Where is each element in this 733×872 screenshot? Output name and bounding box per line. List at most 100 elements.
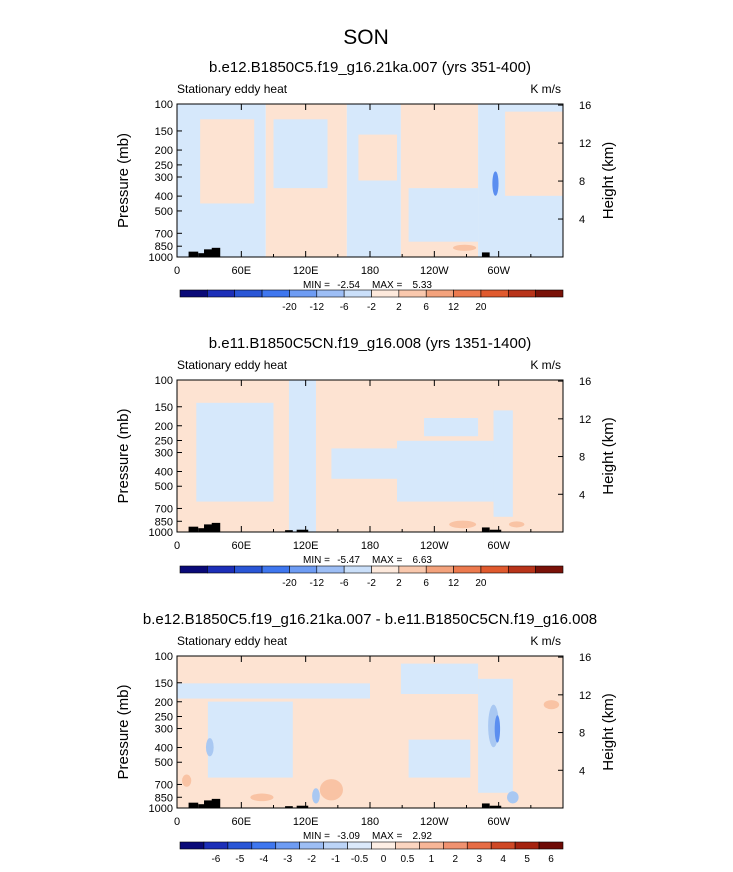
- colorbar-cell: [443, 841, 468, 850]
- colorbar-cell: [371, 841, 396, 850]
- colorbar-cell: [371, 565, 400, 574]
- colorbar-cell: [227, 841, 253, 850]
- y-tick-label: 400: [155, 743, 173, 755]
- colorbar-label: 1: [429, 854, 435, 865]
- colorbar-cell: [453, 565, 482, 574]
- terrain-block: [489, 529, 502, 532]
- contour-field: [177, 104, 563, 257]
- contour-region: [200, 119, 255, 204]
- y-axis-label: Pressure (mb): [115, 133, 132, 228]
- y-tick-label: 250: [155, 711, 173, 723]
- y-tick-label: 400: [155, 191, 173, 203]
- colorbar-cell: [507, 289, 536, 298]
- colorbar-label: 6: [423, 578, 429, 589]
- y-tick-label: 1000: [149, 527, 173, 539]
- y-tick-label: 400: [155, 467, 173, 479]
- right-axis-label: Height (km): [600, 142, 617, 220]
- min-label: MIN =: [303, 280, 330, 291]
- colorbar-cell: [289, 565, 318, 574]
- x-tick-label: 180: [361, 540, 379, 552]
- max-label: MAX =: [372, 280, 402, 291]
- terrain-block: [188, 251, 199, 257]
- colorbar-cell: [395, 841, 420, 850]
- y-tick-label: 200: [155, 421, 173, 433]
- y-tick-label: 300: [155, 448, 173, 460]
- y-tick-label: 300: [155, 724, 173, 736]
- y-tick-label: 250: [155, 435, 173, 447]
- terrain-block: [204, 249, 216, 257]
- height-tick-label: 16: [579, 652, 591, 664]
- colorbar-cell: [490, 841, 516, 850]
- height-tick-label: 12: [579, 690, 591, 702]
- terrain-block: [481, 252, 490, 257]
- y-tick-label: 100: [155, 99, 173, 111]
- y-tick-label: 850: [155, 241, 173, 253]
- terrain-block: [296, 529, 309, 532]
- y-tick-label: 1000: [149, 803, 173, 815]
- colorbar-label: -2: [367, 578, 376, 589]
- x-tick-label: 180: [361, 265, 379, 277]
- terrain-block: [211, 522, 221, 532]
- contour-region: [408, 188, 479, 242]
- colorbar-label: -1: [331, 854, 340, 865]
- colorbar-label: -3: [283, 854, 292, 865]
- y-tick-label: 700: [155, 779, 173, 791]
- colorbar-cell: [251, 841, 277, 850]
- y-axis-label: Pressure (mb): [115, 408, 132, 503]
- terrain-block: [204, 524, 216, 532]
- terrain-block: [204, 800, 216, 808]
- contour-region: [288, 380, 316, 532]
- colorbar-cell: [234, 565, 263, 574]
- min-value: -2.54: [337, 280, 360, 291]
- y-tick-label: 850: [155, 792, 173, 804]
- colorbar-cell: [299, 841, 324, 850]
- colorbar-cell: [453, 289, 482, 298]
- colorbar-label: 2: [396, 302, 402, 313]
- colorbar-label: 2: [453, 854, 459, 865]
- colorbar-cell: [371, 289, 400, 298]
- colorbar-cell: [398, 289, 427, 298]
- panel-title: b.e12.B1850C5.f19_g16.21ka.007 (yrs 351-…: [209, 59, 531, 76]
- y-tick-label: 100: [155, 375, 173, 387]
- terrain-block: [198, 804, 210, 808]
- contour-region: [358, 134, 398, 181]
- x-tick-label: 120E: [293, 816, 319, 828]
- panel-left-label: Stationary eddy heat: [177, 634, 288, 648]
- right-axis-label: Height (km): [600, 693, 617, 771]
- y-axis-label: Pressure (mb): [115, 684, 132, 779]
- terrain-block: [198, 253, 210, 257]
- contour-cell: [543, 700, 560, 710]
- max-label: MAX =: [372, 831, 402, 842]
- panel-units: K m/s: [530, 634, 561, 648]
- colorbar-label: 6: [423, 302, 429, 313]
- y-tick-label: 200: [155, 145, 173, 157]
- x-tick-label: 120W: [420, 816, 449, 828]
- terrain-block: [211, 247, 221, 257]
- colorbar-cell: [535, 565, 564, 574]
- colorbar-label: -6: [211, 854, 220, 865]
- colorbar-label: -6: [340, 578, 349, 589]
- contour-cell: [312, 788, 320, 804]
- y-tick-label: 300: [155, 172, 173, 184]
- colorbar-label: 2: [396, 578, 402, 589]
- panel-title: b.e11.B1850C5CN.f19_g16.008 (yrs 1351-14…: [209, 335, 531, 352]
- x-tick-label: 0: [174, 816, 180, 828]
- y-tick-label: 250: [155, 160, 173, 172]
- colorbar-cell: [507, 565, 536, 574]
- y-tick-label: 1000: [149, 252, 173, 264]
- x-tick-label: 120W: [420, 265, 449, 277]
- chart-panel-3: b.e12.B1850C5.f19_g16.21ka.007 - b.e11.B…: [115, 611, 617, 865]
- colorbar-cell: [514, 841, 540, 850]
- colorbar-label: 20: [475, 302, 487, 313]
- x-tick-label: 60E: [232, 816, 252, 828]
- terrain-block: [481, 803, 490, 808]
- colorbar-cell: [419, 841, 444, 850]
- panel-left-label: Stationary eddy heat: [177, 82, 288, 96]
- height-tick-label: 4: [579, 214, 585, 226]
- colorbar-label: 4: [500, 854, 506, 865]
- x-tick-label: 180: [361, 816, 379, 828]
- terrain-block: [188, 526, 199, 532]
- y-tick-label: 500: [155, 206, 173, 218]
- contour-cell: [449, 520, 477, 529]
